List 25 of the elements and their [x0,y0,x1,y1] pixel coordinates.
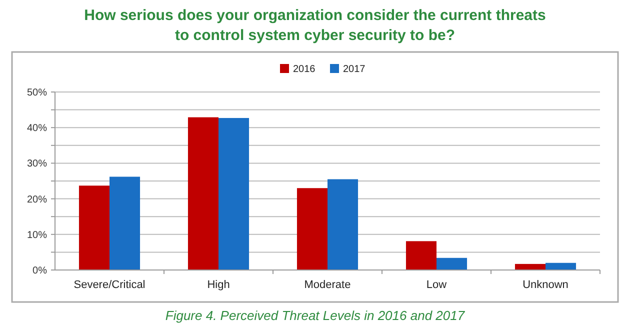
legend-label: 2017 [343,64,366,75]
bar [188,117,218,270]
legend-label: 2016 [293,64,316,75]
caption: Figure 4. Perceived Threat Levels in 2016 and 2017 [165,308,466,323]
y-tick-label: 20% [26,194,48,206]
bar [78,186,110,270]
bar [436,258,468,270]
x-tick-label: High [207,279,230,291]
bar [110,176,140,270]
y-tick-label: 40% [26,123,48,134]
bar [514,264,546,270]
bar [218,118,250,270]
y-tick-label: 30% [26,158,48,170]
bar [328,179,358,270]
x-tick-label: Moderate [304,279,351,291]
chart-title: How serious does your organization consider the current threats to control system cyber security to be? [84,7,546,44]
bar [546,262,576,270]
y-tick-label: 10% [26,230,48,241]
y-tick-label: 50% [26,88,48,98]
x-tick-label: Severe/Critical [74,279,146,291]
bar [406,241,436,270]
x-tick-label: Unknown [522,279,568,291]
y-tick-label: 0% [32,266,48,276]
bar [296,188,328,270]
x-tick-label: Low [426,279,447,291]
